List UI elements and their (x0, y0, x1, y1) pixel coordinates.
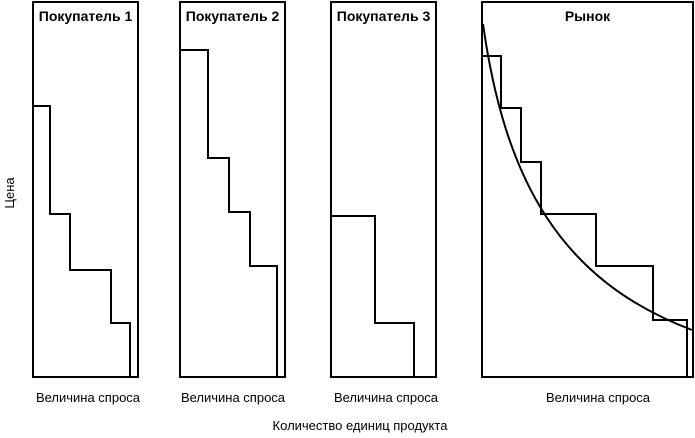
demand-step-line (331, 215, 415, 377)
panel-xlabel: Величина спроса (36, 390, 141, 405)
panel-title: Рынок (565, 8, 611, 24)
panel-xlabel: Величина спроса (334, 390, 439, 405)
panel-xlabel: Величина спроса (546, 390, 651, 405)
panel-buyer-3: Покупатель 3 Величина спроса (330, 1, 439, 405)
panel-title: Покупатель 3 (337, 8, 431, 24)
panel-frame (481, 1, 694, 378)
panel-xlabel: Величина спроса (181, 390, 286, 405)
panel-title: Покупатель 1 (39, 8, 133, 24)
demand-step-line (180, 49, 278, 377)
panel-title: Покупатель 2 (186, 8, 280, 24)
market-demand-curve (482, 23, 693, 331)
panel-frame (32, 1, 139, 378)
panel-frame (179, 1, 286, 378)
y-axis-label: Цена (2, 177, 17, 209)
x-axis-common-label: Количество единиц продукта (273, 418, 449, 433)
demand-step-line (33, 105, 131, 377)
panel-buyer-1: Покупатель 1 Величина спроса (32, 1, 141, 405)
panel-market: Рынок Величина спроса (481, 1, 694, 405)
panel-frame (330, 1, 437, 378)
panel-buyer-2: Покупатель 2 Величина спроса (179, 1, 286, 405)
market-step-line (482, 55, 688, 377)
